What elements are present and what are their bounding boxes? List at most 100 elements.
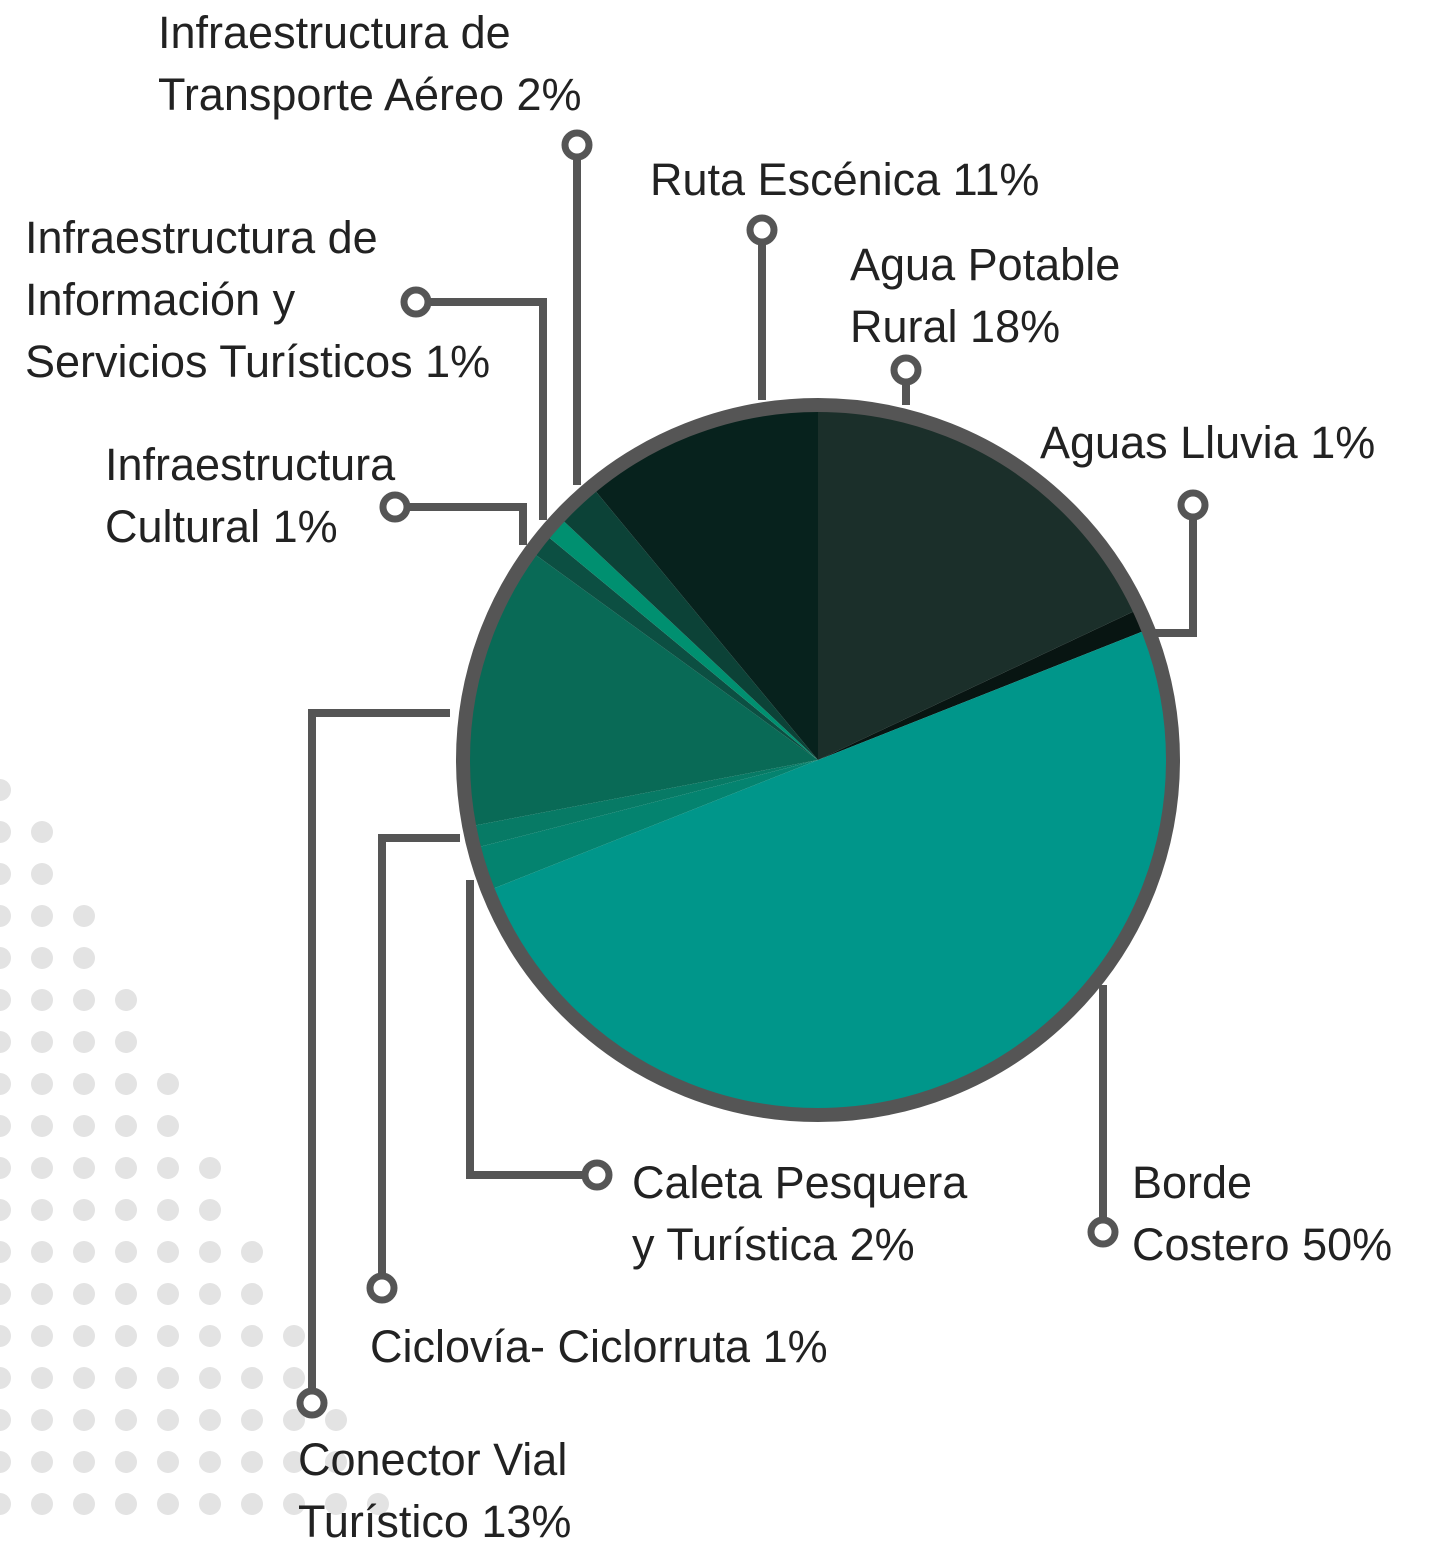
slice-label: Aguas Lluvia 1%: [1040, 417, 1375, 468]
background-dot: [73, 1031, 95, 1053]
background-dot: [31, 947, 53, 969]
leader-line: [466, 880, 597, 1179]
background-dot: [157, 1157, 179, 1179]
slice-label: Conector Vial Turístico 13%: [298, 1434, 571, 1545]
background-dot: [199, 1451, 221, 1473]
background-dot: [73, 905, 95, 927]
background-dot: [0, 1367, 11, 1389]
label-line: Infraestructura de: [25, 212, 378, 263]
background-dot: [73, 1493, 95, 1515]
pie-slice: [818, 408, 1137, 760]
pie-slice: [546, 519, 818, 760]
background-dot: [199, 1241, 221, 1263]
background-dot: [0, 1115, 11, 1137]
label-line: y Turística: [632, 1219, 850, 1270]
value-label: 11%: [953, 154, 1040, 205]
background-dot: [157, 1283, 179, 1305]
leader-line: [1150, 505, 1197, 637]
background-dot: [73, 1325, 95, 1347]
value-label: 50%: [1302, 1219, 1392, 1270]
background-dot: [241, 1241, 263, 1263]
background-dot: [115, 1325, 137, 1347]
label-line: Información y: [25, 274, 296, 325]
background-dot: [283, 1451, 305, 1473]
background-dot: [31, 1325, 53, 1347]
leader-dot: [400, 286, 432, 318]
value-label: 2%: [517, 69, 582, 120]
background-dot: [31, 1451, 53, 1473]
background-dot: [73, 1409, 95, 1431]
background-dot: [115, 1451, 137, 1473]
category-name: Infraestructura de Transporte Aéreo: [158, 7, 517, 120]
leader-dot: [1087, 1216, 1119, 1248]
background-dot: [31, 1115, 53, 1137]
value-label: 13%: [481, 1496, 571, 1545]
background-dot: [115, 1115, 137, 1137]
category-name: Caleta Pesquera y Turística: [632, 1157, 968, 1270]
background-dot: [157, 1241, 179, 1263]
label-line: Infraestructura: [105, 439, 396, 490]
background-dot: [115, 989, 137, 1011]
background-dot: [73, 947, 95, 969]
pie-slice: [472, 760, 818, 848]
background-dot: [157, 1325, 179, 1347]
background-dot: [0, 1325, 11, 1347]
background-dot: [283, 1367, 305, 1389]
background-dot: [0, 947, 11, 969]
background-dot: [31, 1367, 53, 1389]
background-dot: [157, 1409, 179, 1431]
background-dot: [31, 1031, 53, 1053]
background-dot: [0, 1157, 11, 1179]
slice-label: Infraestructura de Información y Servicios…: [25, 212, 490, 387]
slice-label: Caleta Pesquera y Turística 2%: [632, 1157, 968, 1270]
background-dot: [31, 863, 53, 885]
background-dot: [31, 1199, 53, 1221]
background-dot: [199, 1199, 221, 1221]
label-line: Infraestructura de: [158, 7, 511, 58]
label-line: Costero: [1132, 1219, 1302, 1270]
background-dot: [325, 1493, 347, 1515]
background-dot: [0, 863, 11, 885]
leader-dot: [366, 1272, 398, 1304]
background-dot: [199, 1283, 221, 1305]
leader-line: [308, 709, 450, 1403]
background-dot: [0, 1031, 11, 1053]
background-dot: [241, 1325, 263, 1347]
background-dot: [241, 1283, 263, 1305]
background-dot: [73, 1157, 95, 1179]
background-dot: [115, 1367, 137, 1389]
background-dot: [0, 1073, 11, 1095]
category-name: Infraestructura de Información y Servicios…: [25, 212, 425, 387]
leader-dot: [561, 129, 593, 161]
label-line: Ciclovía- Ciclorruta: [370, 1321, 763, 1372]
category-name: Infraestructura Cultural: [105, 439, 396, 552]
label-line: Conector Vial: [298, 1434, 567, 1485]
background-dot: [115, 1409, 137, 1431]
background-dot: [115, 1283, 137, 1305]
slice-label: Ruta Escénica 11%: [650, 154, 1039, 205]
value-label: 1%: [1310, 417, 1375, 468]
background-dot: [31, 1241, 53, 1263]
value-label: 2%: [850, 1219, 915, 1270]
background-dot: [283, 1325, 305, 1347]
background-dot: [0, 1199, 11, 1221]
leader-line: [378, 834, 460, 1288]
background-dot: [31, 821, 53, 843]
pie-slice: [818, 610, 1146, 760]
background-dot: [0, 989, 11, 1011]
category-name: Aguas Lluvia: [1040, 417, 1310, 468]
value-label: 1%: [425, 336, 490, 387]
background-dot: [73, 989, 95, 1011]
background-dot: [115, 1073, 137, 1095]
pie-slice: [477, 760, 818, 890]
label-line: Rural: [850, 301, 970, 352]
slice-label: Infraestructura Cultural 1%: [105, 439, 396, 552]
background-dot: [157, 1073, 179, 1095]
pie-slice: [533, 535, 818, 760]
background-dot: [283, 1409, 305, 1431]
background-dot: [0, 779, 11, 801]
label-line: Aguas Lluvia: [1040, 417, 1310, 468]
background-dot: [157, 1115, 179, 1137]
pie-slice: [593, 408, 818, 760]
value-label: 1%: [273, 501, 338, 552]
